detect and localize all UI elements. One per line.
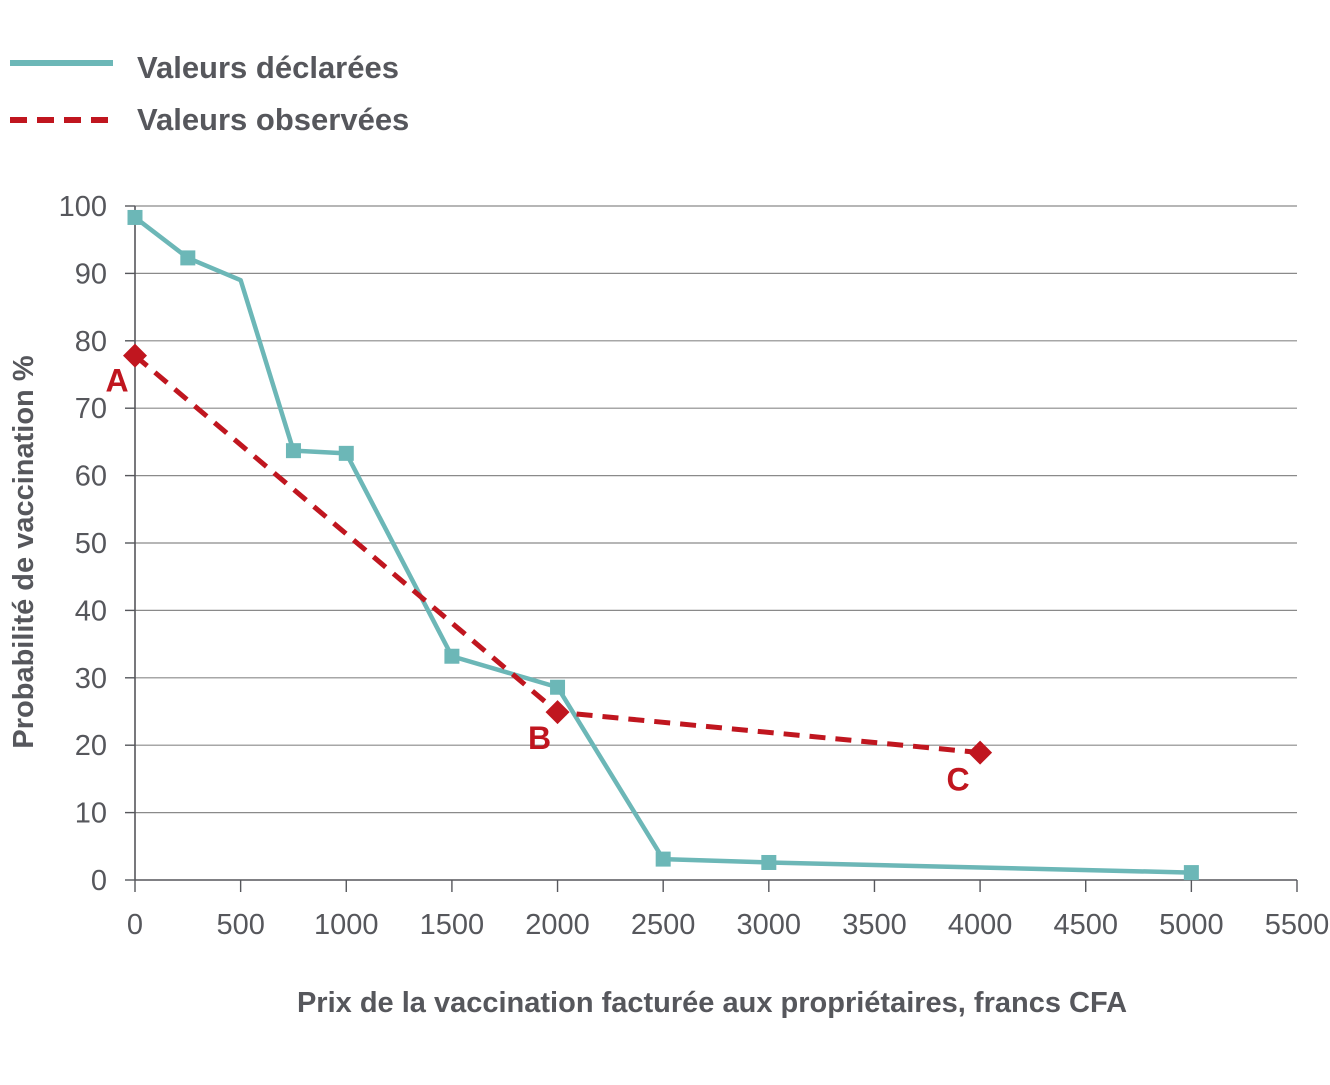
marker-declarees-750 xyxy=(285,443,301,459)
marker-observees-0 xyxy=(123,343,147,368)
y-tick-label-10: 10 xyxy=(75,798,107,830)
marker-declarees-0 xyxy=(127,209,143,225)
marker-declarees-1500 xyxy=(444,648,460,664)
y-tick-label-80: 80 xyxy=(75,326,107,358)
legend-label-valeurs-observees: Valeurs observées xyxy=(137,102,409,137)
series-line-valeurs-declarees xyxy=(133,215,1192,875)
y-tick-label-60: 60 xyxy=(75,461,107,493)
y-tick-label-30: 30 xyxy=(75,663,107,695)
x-tick-label-4500: 4500 xyxy=(1053,909,1118,941)
y-tick-label-70: 70 xyxy=(75,393,107,425)
marker-declarees-3000 xyxy=(761,854,777,870)
grid xyxy=(135,205,1297,814)
y-tick-label-100: 100 xyxy=(59,191,107,223)
x-tick-label-3000: 3000 xyxy=(737,909,802,941)
y-tick-label-50: 50 xyxy=(75,528,107,560)
marker-declarees-2000 xyxy=(550,679,566,695)
x-tick-label-500: 500 xyxy=(216,909,264,941)
x-tick-label-1500: 1500 xyxy=(420,909,485,941)
y-tick-label-40: 40 xyxy=(75,595,107,627)
x-tick-label-2000: 2000 xyxy=(525,909,590,941)
point-label-C: C xyxy=(947,762,970,798)
x-axis-title: Prix de la vaccination facturée aux prop… xyxy=(297,987,1127,1019)
y-tick-label-20: 20 xyxy=(75,730,107,762)
x-tick-label-5000: 5000 xyxy=(1159,909,1224,941)
legend-label-valeurs-declarees: Valeurs déclarées xyxy=(137,50,399,85)
x-tick-label-2500: 2500 xyxy=(631,909,696,941)
marker-declarees-250 xyxy=(180,250,196,266)
legend: Valeurs déclarées Valeurs observées xyxy=(10,50,409,137)
point-label-B: B xyxy=(528,720,551,756)
x-tick-label-5500: 5500 xyxy=(1265,909,1330,941)
series: A B C xyxy=(105,209,1199,881)
x-tick-label-3500: 3500 xyxy=(842,909,907,941)
y-tick-label-0: 0 xyxy=(91,865,107,897)
marker-declarees-5000 xyxy=(1183,865,1199,881)
marker-observees-2000 xyxy=(545,700,570,725)
marker-declarees-2500 xyxy=(655,851,671,867)
point-label-A: A xyxy=(105,363,128,399)
x-tick-label-1000: 1000 xyxy=(314,909,379,941)
marker-declarees-1000 xyxy=(338,445,354,461)
y-axis-title: Probabilité de vaccination % xyxy=(8,355,40,748)
x-tick-label-0: 0 xyxy=(127,909,143,941)
marker-observees-4000 xyxy=(968,740,993,765)
x-tick-label-4000: 4000 xyxy=(948,909,1013,941)
y-tick-label-90: 90 xyxy=(75,258,107,290)
